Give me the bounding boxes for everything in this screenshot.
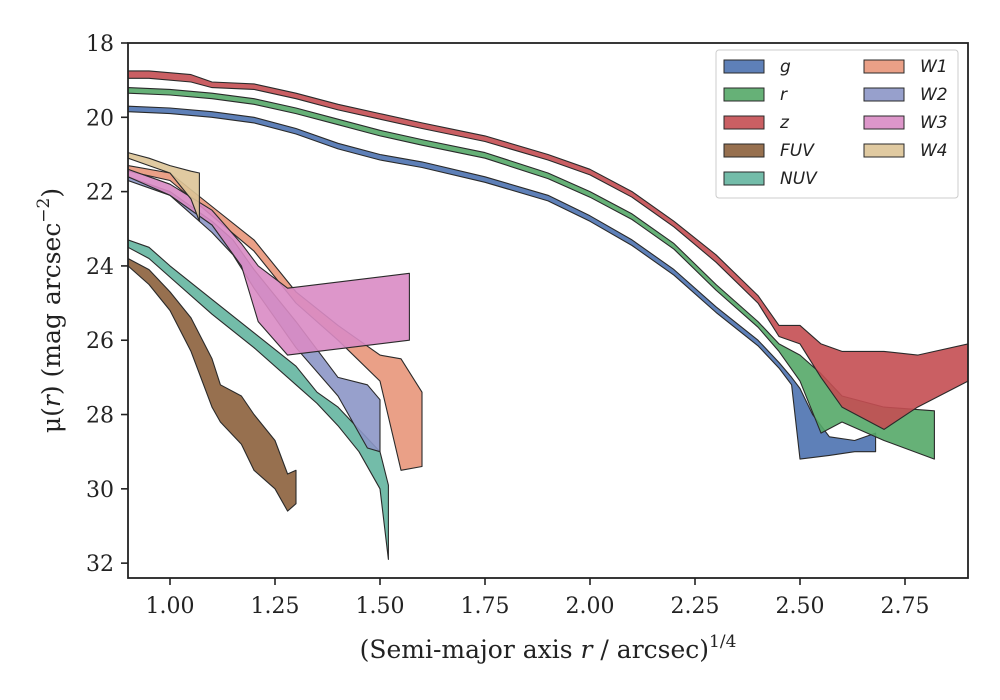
legend-swatch bbox=[723, 59, 765, 74]
x-tick-label: 2.00 bbox=[566, 594, 615, 619]
y-tick-label: 26 bbox=[86, 329, 114, 354]
x-tick-label: 1.50 bbox=[356, 594, 405, 619]
series-band-r bbox=[128, 87, 935, 460]
legend-item-w3: W3 bbox=[863, 113, 948, 133]
series-band-w4 bbox=[128, 152, 200, 222]
y-tick-label: 32 bbox=[86, 552, 114, 577]
y-tick-label: 22 bbox=[86, 181, 114, 206]
legend-label: W3 bbox=[920, 113, 948, 133]
y-tick-label: 24 bbox=[86, 255, 114, 280]
y-tick-label: 20 bbox=[86, 106, 114, 131]
y-axis-ticks: 18 20 22 24 26 28 30 32 bbox=[86, 32, 128, 577]
x-axis-ticks: 1.00 1.25 1.50 1.75 2.00 2.25 2.50 2.75 bbox=[146, 578, 930, 619]
legend-swatch bbox=[723, 143, 765, 158]
legend-item-r: r bbox=[723, 85, 788, 105]
legend-swatch bbox=[723, 87, 765, 102]
x-tick-label: 1.25 bbox=[251, 594, 300, 619]
x-tick-label: 2.75 bbox=[881, 594, 930, 619]
legend-swatch bbox=[723, 171, 765, 186]
legend-item-w4: W4 bbox=[863, 141, 948, 161]
x-tick-label: 1.00 bbox=[146, 594, 195, 619]
legend-label: NUV bbox=[780, 169, 818, 189]
x-axis-title: (Semi-major axis r / arcsec)1/4 bbox=[360, 632, 737, 664]
legend-item-fuv: FUV bbox=[723, 141, 815, 161]
legend-label: r bbox=[780, 85, 788, 105]
legend-label: FUV bbox=[780, 141, 815, 161]
y-axis-label: μ(r) (mag arcsec−2) bbox=[34, 188, 66, 433]
plot-frame bbox=[127, 42, 969, 579]
series-band-z bbox=[128, 70, 968, 430]
legend-swatch bbox=[863, 115, 905, 130]
series-layer bbox=[128, 70, 968, 560]
y-axis-title: μ(r) (mag arcsec−2) bbox=[34, 188, 66, 433]
y-tick-label: 18 bbox=[86, 32, 114, 57]
legend-item-w2: W2 bbox=[863, 85, 948, 105]
legend-label: z bbox=[779, 113, 790, 133]
legend-swatch bbox=[863, 59, 905, 74]
legend-item-nuv: NUV bbox=[723, 169, 818, 189]
legend-box bbox=[715, 49, 959, 199]
series-band-g bbox=[128, 105, 877, 460]
x-tick-label: 1.75 bbox=[461, 594, 510, 619]
legend-label: W1 bbox=[920, 57, 948, 77]
plot-area bbox=[127, 42, 969, 579]
legend-item-z: z bbox=[723, 113, 790, 133]
series-band-fuv bbox=[128, 257, 297, 512]
legend-swatch bbox=[863, 143, 905, 158]
series-band-w3 bbox=[128, 168, 410, 356]
y-tick-label: 28 bbox=[86, 404, 114, 429]
x-tick-label: 2.50 bbox=[776, 594, 825, 619]
x-axis-label: (Semi-major axis r / arcsec)1/4 bbox=[360, 632, 737, 664]
y-tick-label: 30 bbox=[86, 478, 114, 503]
legend: grz FUV NUV W1 W2 W3 W4 bbox=[715, 49, 959, 199]
legend-item-w1: W1 bbox=[863, 57, 948, 77]
legend-swatch bbox=[723, 115, 765, 130]
legend-label: W4 bbox=[920, 141, 948, 161]
legend-item-g: g bbox=[723, 57, 791, 77]
legend-label: g bbox=[780, 57, 791, 77]
legend-swatch bbox=[863, 87, 905, 102]
x-tick-label: 2.25 bbox=[671, 594, 720, 619]
series-band-nuv bbox=[128, 239, 389, 560]
legend-label: W2 bbox=[920, 85, 948, 105]
